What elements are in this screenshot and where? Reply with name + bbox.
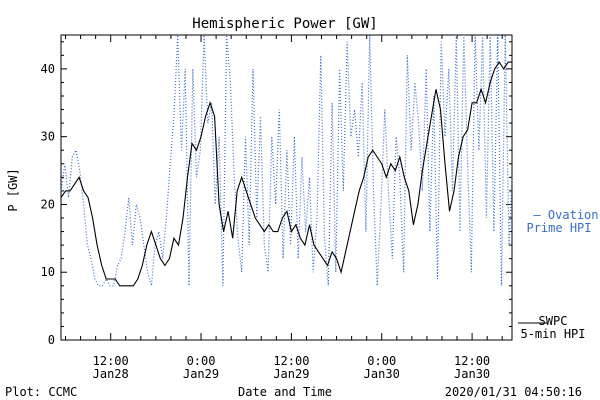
legend-swpc-line2: 5-min HPI bbox=[520, 327, 585, 341]
swpc-hpi-line bbox=[60, 61, 512, 287]
x-tick-label-time: 0:00 bbox=[187, 354, 216, 368]
series-layer bbox=[60, 34, 513, 287]
y-axis-ticks: 0 10 20 30 40 bbox=[41, 41, 512, 347]
y-tick-label: 20 bbox=[41, 197, 55, 211]
x-tick-label-time: 0:00 bbox=[367, 354, 396, 368]
legend-ovation-line1: — Ovation bbox=[533, 208, 598, 222]
x-tick-label-date: Jan29 bbox=[273, 367, 309, 381]
legend-swpc-line1: SWPC bbox=[539, 314, 568, 328]
ovation-hpi-line bbox=[60, 34, 513, 287]
x-tick-label-time: 12:00 bbox=[454, 354, 490, 368]
plot-credit: Plot: CCMC bbox=[5, 385, 77, 399]
x-tick-label-date: Jan29 bbox=[183, 367, 219, 381]
x-tick-label-date: Jan30 bbox=[364, 367, 400, 381]
x-axis-ticks: 12:00Jan280:00Jan2912:00Jan290:00Jan3012… bbox=[65, 35, 503, 381]
y-tick-label: 30 bbox=[41, 130, 55, 144]
x-tick-label-time: 12:00 bbox=[93, 354, 129, 368]
y-tick-label: 40 bbox=[41, 62, 55, 76]
legend: — Ovation Prime HPI SWPC 5-min HPI bbox=[518, 208, 599, 341]
x-tick-label-date: Jan28 bbox=[93, 367, 129, 381]
plot-timestamp: 2020/01/31 04:50:16 bbox=[445, 385, 582, 399]
legend-ovation-line2: Prime HPI bbox=[526, 221, 591, 235]
y-tick-label: 10 bbox=[41, 265, 55, 279]
x-tick-label-date: Jan30 bbox=[454, 367, 490, 381]
x-axis-label: Date and Time bbox=[238, 385, 332, 399]
x-tick-label-time: 12:00 bbox=[273, 354, 309, 368]
chart-title: Hemispheric Power [GW] bbox=[192, 16, 377, 32]
y-tick-label: 0 bbox=[48, 333, 55, 347]
y-axis-label: P [GW] bbox=[6, 168, 20, 211]
